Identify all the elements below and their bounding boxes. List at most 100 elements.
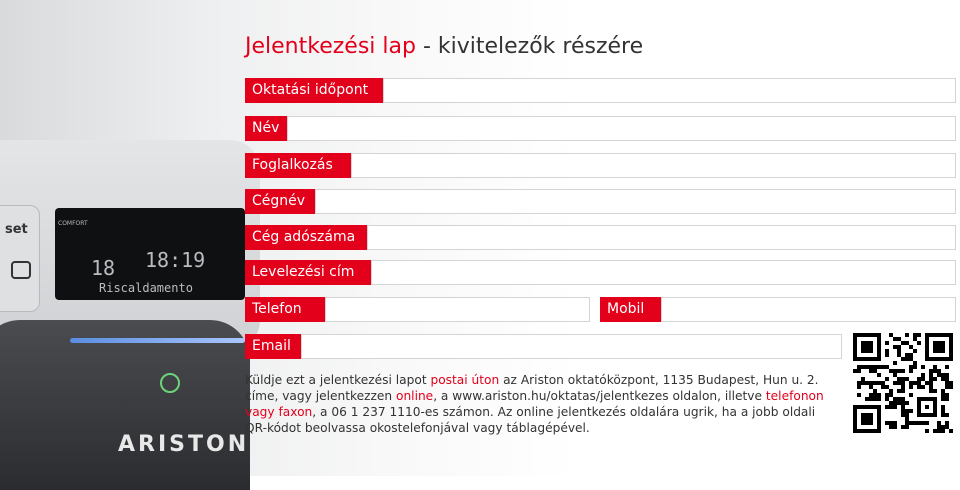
qr-module: [945, 425, 949, 429]
qr-module: [857, 381, 861, 385]
qr-module: [897, 353, 901, 357]
display-status: Riscaldamento: [99, 281, 193, 295]
qr-module: [901, 369, 905, 373]
field-label: Név: [245, 116, 287, 141]
qr-module: [909, 385, 913, 389]
field-label: Telefon: [245, 297, 325, 322]
qr-module: [937, 369, 941, 373]
qr-module: [941, 409, 945, 413]
qr-module: [909, 409, 913, 413]
device: set COMFORT 18 18:19 Riscaldamento ARIST…: [0, 0, 260, 490]
qr-module: [885, 393, 889, 397]
qr-module: [949, 381, 953, 385]
qr-module: [893, 361, 897, 365]
qr-module: [901, 409, 905, 413]
qr-module: [861, 381, 865, 385]
qr-module: [889, 401, 893, 405]
qr-module: [869, 369, 873, 373]
input-field[interactable]: [351, 153, 956, 178]
qr-module: [885, 377, 889, 381]
qr-module: [877, 397, 881, 401]
qr-module: [937, 421, 941, 425]
input-field[interactable]: [287, 116, 956, 141]
qr-module: [905, 413, 909, 417]
display-temp: 18: [91, 256, 116, 280]
qr-module: [889, 369, 893, 373]
qr-module: [937, 425, 941, 429]
qr-module: [941, 425, 945, 429]
light-bar: [70, 338, 245, 343]
button-icon: [11, 261, 31, 279]
input-field[interactable]: [371, 260, 956, 285]
qr-module: [877, 393, 881, 397]
qr-module: [889, 421, 893, 425]
qr-module: [901, 425, 905, 429]
qr-module: [853, 369, 857, 373]
qr-module: [861, 377, 865, 381]
qr-module: [913, 349, 917, 353]
qr-module: [893, 337, 897, 341]
qr-module: [917, 385, 921, 389]
qr-module: [869, 393, 873, 397]
input-field[interactable]: [301, 334, 842, 359]
input-field[interactable]: [325, 297, 590, 322]
qr-module: [901, 397, 905, 401]
qr-module: [897, 397, 901, 401]
qr-module: [925, 381, 929, 385]
qr-module: [897, 401, 901, 405]
qr-module: [889, 333, 893, 337]
field-label: Mobil: [600, 297, 661, 322]
qr-module: [889, 425, 893, 429]
qr-module: [885, 385, 889, 389]
qr-module: [913, 421, 917, 425]
qr-module: [885, 405, 889, 409]
input-field[interactable]: [315, 189, 956, 214]
qr-module: [917, 377, 921, 381]
qr-module: [921, 377, 925, 381]
qr-module: [909, 421, 913, 425]
qr-module: [941, 405, 945, 409]
qr-module: [945, 381, 949, 385]
qr-module: [905, 425, 909, 429]
qr-module: [933, 377, 937, 381]
qr-module: [893, 401, 897, 405]
qr-module: [857, 369, 861, 373]
input-field[interactable]: [367, 225, 956, 250]
qr-module: [873, 381, 877, 385]
qr-module: [885, 397, 889, 401]
qr-module: [901, 381, 905, 385]
power-icon: [160, 373, 180, 393]
qr-module: [925, 429, 929, 433]
qr-module: [905, 357, 909, 361]
qr-module: [945, 393, 949, 397]
qr-module: [913, 381, 917, 385]
title-rest: - kivitelezők részére: [415, 34, 644, 59]
qr-module: [873, 365, 877, 369]
qr-module: [885, 341, 889, 345]
qr-module: [893, 405, 897, 409]
qr-module: [869, 397, 873, 401]
qr-module: [913, 337, 917, 341]
qr-module: [929, 389, 933, 393]
qr-module: [925, 421, 929, 425]
qr-module: [877, 365, 881, 369]
qr-module: [945, 385, 949, 389]
qr-module: [897, 349, 901, 353]
qr-module: [873, 389, 877, 393]
qr-module: [869, 381, 873, 385]
qr-module: [905, 421, 909, 425]
qr-module: [897, 369, 901, 373]
qr-module: [897, 345, 901, 349]
qr-module: [937, 429, 941, 433]
qr-module: [889, 405, 893, 409]
input-field[interactable]: [661, 297, 956, 322]
qr-module: [897, 377, 901, 381]
qr-module: [909, 357, 913, 361]
qr-module: [921, 421, 925, 425]
qr-module: [917, 341, 921, 345]
qr-module: [917, 421, 921, 425]
input-field[interactable]: [383, 78, 956, 103]
field-label: Levelezési cím: [245, 260, 371, 285]
qr-module: [929, 381, 933, 385]
qr-module: [865, 365, 869, 369]
